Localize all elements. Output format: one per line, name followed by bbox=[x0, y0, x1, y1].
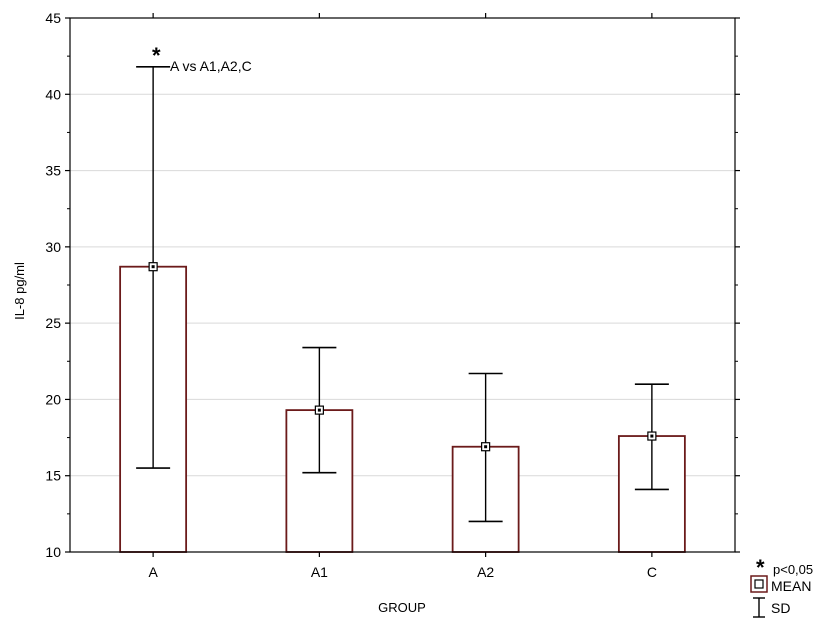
y-tick-label: 40 bbox=[45, 86, 61, 102]
mean-marker-dot bbox=[650, 434, 654, 438]
x-axis-label: GROUP bbox=[378, 600, 426, 615]
legend-sd-label: SD bbox=[771, 600, 790, 616]
legend-significance: p<0,05 bbox=[773, 562, 813, 577]
legend: * p<0,05 MEAN SD bbox=[750, 555, 813, 618]
error-bars-layer bbox=[136, 66, 669, 523]
bars-layer bbox=[119, 265, 686, 553]
axes-layer: 10 15 20 25 30 35 40 45 A A1 A2 C bbox=[45, 10, 740, 580]
x-tick-label: C bbox=[647, 564, 657, 580]
y-tick-label: 10 bbox=[45, 544, 61, 560]
mean-marker-dot bbox=[151, 265, 155, 269]
y-tick-label: 20 bbox=[45, 391, 61, 407]
x-tick-label: A bbox=[148, 564, 158, 580]
mean-marker-dot bbox=[484, 445, 488, 449]
legend-mean-marker-icon bbox=[754, 579, 764, 589]
y-tick-label: 45 bbox=[45, 10, 61, 26]
x-tick-label: A1 bbox=[311, 564, 328, 580]
y-tick-label: 30 bbox=[45, 239, 61, 255]
legend-star: * bbox=[756, 555, 765, 580]
y-tick-label: 15 bbox=[45, 468, 61, 484]
y-tick-label: 35 bbox=[45, 163, 61, 179]
annotation-star: * bbox=[152, 43, 161, 68]
y-tick-label: 25 bbox=[45, 315, 61, 331]
y-axis-label: IL-8 pg/ml bbox=[12, 262, 27, 320]
mean-marker-dot bbox=[317, 408, 321, 412]
annotation-text: A vs A1,A2,C bbox=[170, 58, 252, 74]
x-tick-label: A2 bbox=[477, 564, 494, 580]
legend-mean-label: MEAN bbox=[771, 578, 811, 594]
legend-sd-icon bbox=[753, 597, 765, 618]
